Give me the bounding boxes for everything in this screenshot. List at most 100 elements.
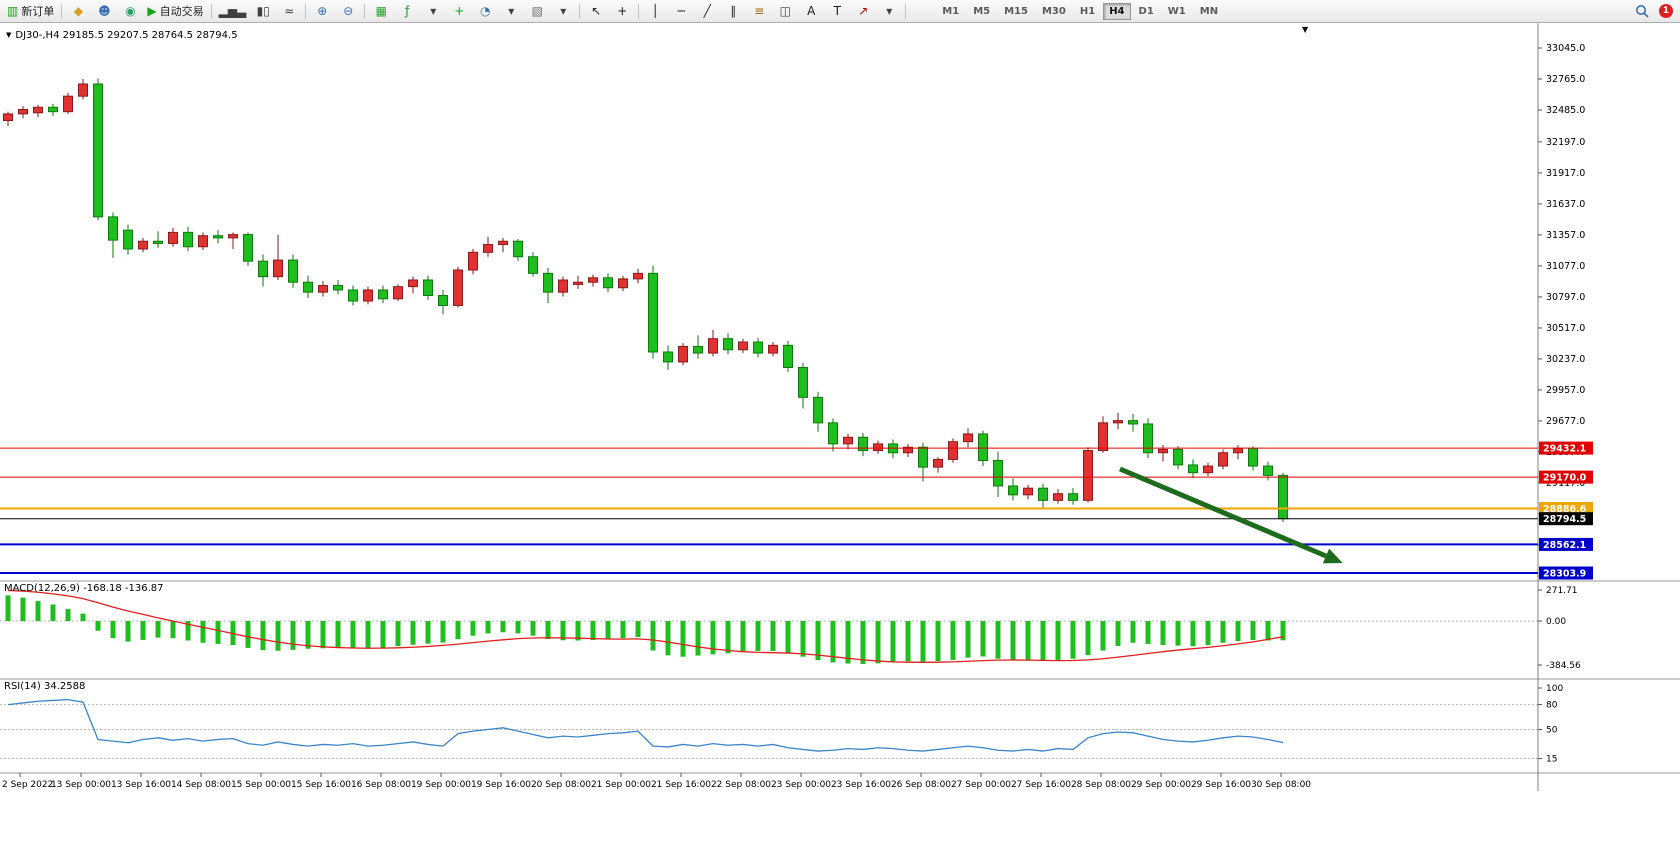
candle-body [228,234,238,239]
cursor-icon[interactable]: ↖ [584,1,608,21]
templates-dropdown-icon[interactable]: ▾ [551,1,575,21]
timeframe-w1[interactable]: W1 [1167,5,1186,17]
macd-histogram-bar [965,621,971,658]
new-order-button[interactable]: ▥ 新订单 [4,1,57,21]
macd-histogram-bar [845,621,851,664]
notification-badge[interactable]: 1 [1659,4,1673,18]
new-chart-icon-glyph: + [454,4,465,18]
macd-histogram-bar [935,621,941,662]
arrow-head[interactable] [1322,548,1343,564]
chart-title: DJ30-,H4 29185.5 29207.5 28764.5 28794.5 [15,30,238,41]
crosshair-icon[interactable]: + [610,1,634,21]
balance-icon[interactable]: ◆ [66,1,90,21]
zoom-in-icon[interactable]: ⊕ [310,1,334,21]
macd-histogram-bar [1055,621,1061,660]
shapes-icon[interactable]: ◫ [773,1,797,21]
timeframe-m1[interactable]: M1 [942,5,960,17]
candle-body [93,83,103,218]
candle-body [1278,474,1288,520]
fibonacci-icon-glyph: ≡ [754,4,765,18]
macd-histogram-bar [950,621,956,660]
vertical-line-icon[interactable]: │ [643,1,667,21]
trendline-icon[interactable]: ╱ [695,1,719,21]
chart-shift-marker-icon[interactable]: ▼ [1302,25,1309,34]
fibonacci-icon[interactable]: ≡ [747,1,771,21]
bar-chart-icon[interactable]: ▂▅▃ [216,1,250,21]
templates-icon[interactable]: ▧ [525,1,549,21]
bar-chart-icon-glyph: ▂▅▃ [218,4,247,18]
toolbar-divider [905,3,907,19]
timeframe-m30[interactable]: M30 [1041,5,1066,17]
macd-histogram-bar [1070,621,1076,659]
timeframe-h4[interactable]: H4 [1103,2,1131,20]
arrows-icon-glyph: ↗ [858,4,869,18]
timeframe-m5[interactable]: M5 [973,5,991,17]
auto-trading-button[interactable]: ▶ 自动交易 [144,1,206,21]
chart-window[interactable]: 33045.0 32765.0 32485.0 32197.0 31917.0 31637… [0,23,1680,845]
text-label-icon-glyph: T [833,4,841,18]
timeframe-mn[interactable]: MN [1199,5,1219,17]
candle-body [1098,422,1108,452]
macd-histogram-bar [590,621,596,641]
arrow-shaft[interactable] [1119,466,1327,559]
macd-histogram-bar [1040,621,1046,662]
chart-dropdown-icon[interactable]: ▼ [6,31,12,39]
trend-arrow-annotation[interactable] [1119,466,1343,564]
zoom-out-icon[interactable]: ⊖ [336,1,360,21]
macd-histogram-bar [545,621,551,640]
templates-dropdown-icon-glyph: ▾ [560,4,567,18]
candlestick-chart-icon-glyph: ▮▯ [256,4,270,18]
chart-period-icon-glyph: ◔ [480,4,491,18]
auto-trading-button-glyph: ▶ [147,4,157,18]
tile-windows-icon[interactable]: ▦ [369,1,393,21]
timeframe-m15[interactable]: M15 [1004,5,1028,17]
macd-histogram-bar [155,621,161,638]
candle-body [468,251,478,271]
macd-histogram-bar [170,621,176,639]
x-axis-label: 23 Sep 16:00 [831,780,891,790]
macd-scale-label: -384.56 [1546,661,1581,671]
candlestick-chart-icon[interactable]: ▮▯ [251,1,275,21]
price-tag-label: 28794.5 [1543,514,1586,525]
line-chart-icon[interactable]: ≈ [277,1,301,21]
indicators-dropdown-icon[interactable]: ▾ [421,1,445,21]
search-icon[interactable] [1630,1,1654,21]
new-order-button-glyph: ▥ [7,4,19,18]
equidistant-channel-icon[interactable]: ∥ [721,1,745,21]
crosshair-icon-glyph: + [617,4,628,18]
x-axis-label: 19 Sep 16:00 [471,780,531,790]
timeframe-h1[interactable]: H1 [1079,5,1096,17]
chart-canvas[interactable]: 33045.0 32765.0 32485.0 32197.0 31917.0 31637… [0,23,1680,845]
timeframe-d1[interactable]: D1 [1138,5,1154,17]
period-dropdown-icon[interactable]: ▾ [499,1,523,21]
text-label-icon[interactable]: T [825,1,849,21]
market-watch-icon[interactable]: ◉ [118,1,142,21]
profile-icon[interactable]: ☻ [92,1,116,21]
macd-histogram-bar [635,621,641,638]
arrows-dropdown-icon[interactable]: ▾ [877,1,901,21]
x-axis-label: 16 Sep 08:00 [351,780,411,790]
indicators-icon[interactable]: ƒ [395,1,419,21]
candle-body [813,396,823,424]
macd-histogram-bar [815,621,821,661]
macd-histogram-bar [260,621,266,651]
price-scale[interactable]: 33045.0 32765.0 32485.0 32197.0 31917.0 31637… [1538,43,1585,765]
macd-histogram-bar [275,621,281,651]
candle-body [798,366,808,398]
macd-label: MACD(12,26,9) -168.18 -136.87 [4,583,164,594]
arrows-icon[interactable]: ↗ [851,1,875,21]
candle-body [393,286,403,300]
macd-histogram-bar [20,597,26,622]
text-icon[interactable]: A [799,1,823,21]
candlestick-series [3,78,1288,523]
macd-histogram-bar [335,621,341,648]
horizontal-line-icon[interactable]: ─ [669,1,693,21]
candle-body [933,458,943,468]
new-chart-icon[interactable]: + [447,1,471,21]
price-tag-label: 28886.6 [1543,504,1587,515]
candle-body [483,244,493,253]
macd-histogram-bar [395,621,401,647]
candle-body [903,446,913,454]
chart-period-icon[interactable]: ◔ [473,1,497,21]
